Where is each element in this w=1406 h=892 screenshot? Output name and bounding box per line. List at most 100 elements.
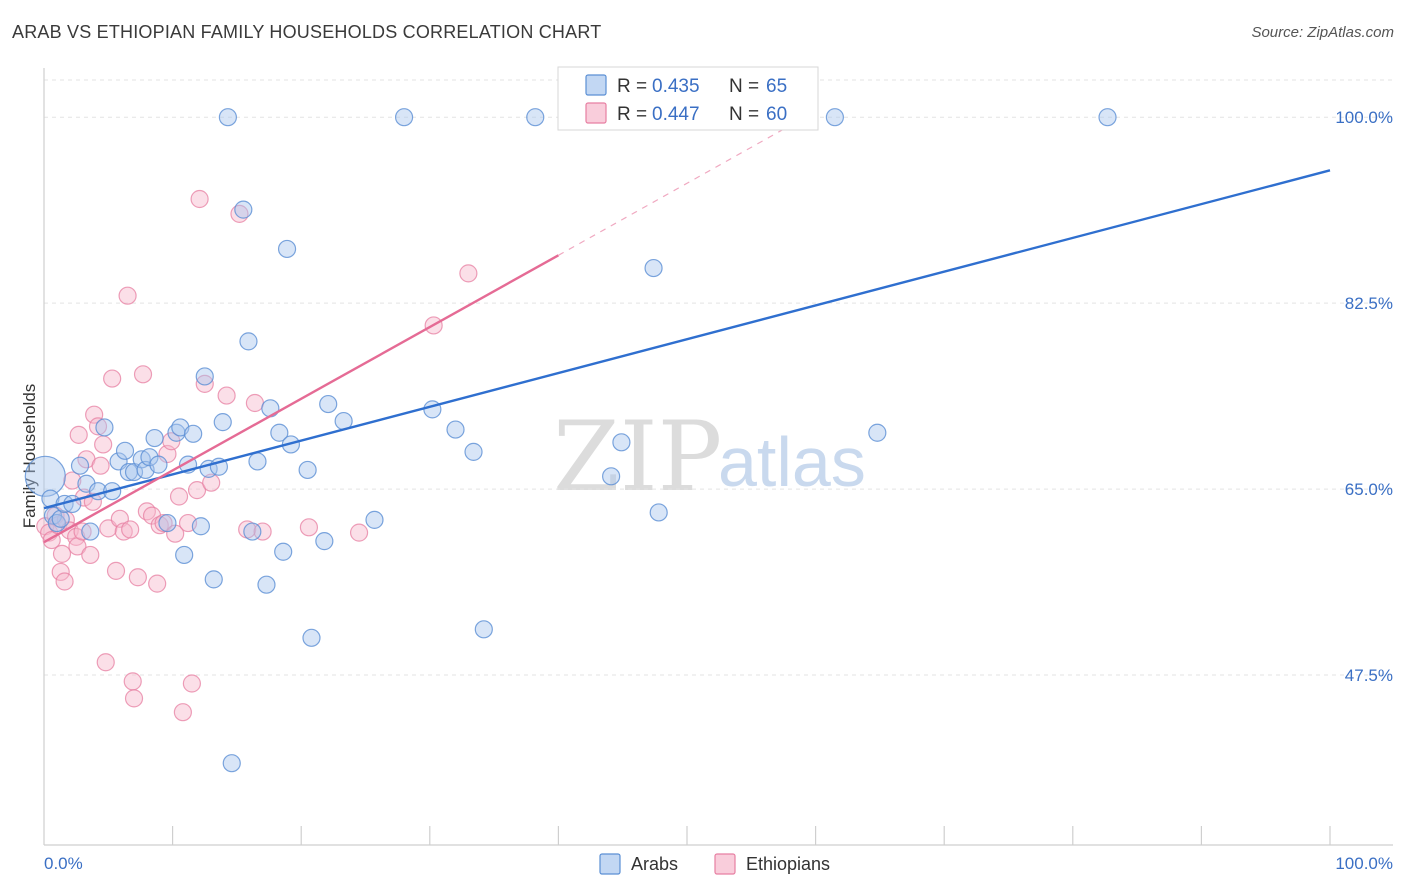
y-tick-label: 100.0% (1335, 108, 1393, 127)
arabs-point (474, 620, 493, 639)
ethiopians-point (124, 689, 144, 708)
arabs-point (446, 420, 465, 439)
arabs-point (222, 754, 241, 773)
legend-n-value-ethiopians: 60 (766, 104, 787, 125)
ethiopians-point (253, 522, 272, 541)
arabs-point (51, 509, 70, 528)
gridlines (44, 79, 1393, 676)
ethiopians-point (195, 374, 214, 393)
watermark-atlas: atlas (718, 423, 866, 501)
ethiopians-point (106, 561, 126, 580)
arabs-point (248, 452, 267, 471)
ethiopians-point (73, 522, 92, 541)
y-axis-title: Family Households (20, 384, 39, 529)
arabs-point (243, 522, 262, 541)
chart-title: ARAB VS ETHIOPIAN FAMILY HOUSEHOLDS CORR… (12, 22, 602, 42)
source-label: Source: ZipAtlas.com (1251, 24, 1394, 41)
ethiopians-point (94, 435, 113, 454)
arabs-point (175, 545, 194, 565)
arabs-point (277, 239, 297, 259)
legend-swatch-ethiopians (585, 102, 607, 124)
ethiopians-point (91, 456, 110, 475)
arabs-point (270, 423, 289, 442)
trend-lines (43, 125, 1331, 544)
legend-swatch-arabs (585, 74, 607, 96)
arabs-point (184, 424, 203, 443)
arabs-point (319, 394, 338, 414)
arabs-point (195, 367, 214, 386)
ethiopians-point (123, 672, 142, 691)
ethiopians-points (36, 189, 478, 722)
legend-n-value-arabs: 65 (766, 76, 787, 97)
watermark-zip: ZIP (553, 401, 722, 513)
arabs-point (24, 455, 66, 497)
watermark: ZIP atlas (553, 401, 866, 513)
arabs-point (95, 418, 114, 437)
ethiopians-point (169, 487, 189, 506)
arabs-point (191, 517, 210, 536)
ethiopians-point (173, 703, 192, 722)
arabs-point (464, 442, 483, 461)
y-tick-label: 47.5% (1345, 666, 1393, 685)
legend-bottom-label-ethiopians: Ethiopians (746, 854, 830, 874)
legend-r-label-ethiopians: R = (617, 104, 647, 125)
ethiopians-point (118, 286, 137, 305)
legend-r-label-arabs: R = (617, 76, 647, 97)
ethiopians-point (202, 473, 221, 492)
arabs-point (526, 108, 545, 127)
x-ticks (172, 826, 1331, 845)
x-tick-label-max: 100.0% (1335, 854, 1393, 873)
ethiopians-point (217, 386, 236, 405)
legend-bottom-label-arabs: Arabs (631, 854, 678, 874)
y-tick-labels: 47.5% 65.0% 82.5% 100.0% (1335, 108, 1393, 685)
ethiopians-point (187, 481, 207, 500)
arabs-point (302, 628, 321, 647)
legend-bottom-swatch-ethiopians (714, 853, 736, 875)
x-tick-label-min: 0.0% (44, 854, 83, 873)
arabs-point (365, 510, 384, 529)
ethiopians-point (299, 518, 319, 537)
legend-bottom-swatch-arabs (599, 853, 621, 875)
legend-n-label-arabs: N = (729, 76, 759, 97)
ethiopians-point (190, 189, 209, 209)
arabs-point (602, 467, 621, 486)
arabs-point (274, 542, 293, 561)
arabs-point (81, 522, 100, 541)
arabs-point (612, 433, 631, 452)
arabs-point (158, 513, 177, 533)
ethiopians-point (51, 562, 70, 582)
ethiopians-point (133, 365, 153, 384)
arabs-point (239, 332, 258, 351)
ethiopians-point (245, 393, 265, 413)
ethiopians-trend-line (43, 254, 559, 544)
arabs-point (257, 575, 276, 594)
legend-r-value-arabs: 0.435 (652, 76, 700, 97)
arabs-point (204, 570, 223, 589)
ethiopians-point (121, 520, 140, 539)
ethiopians-point (148, 574, 167, 593)
ethiopians-point (81, 545, 100, 565)
y-tick-label: 65.0% (1345, 480, 1393, 499)
arabs-point (825, 108, 844, 127)
arabs-point (868, 423, 887, 442)
arabs-point (234, 200, 253, 219)
ethiopians-trend-extension (558, 125, 791, 256)
legend-top: R = 0.435 N = 65 R = 0.447 N = 60 (557, 66, 819, 131)
ethiopians-point (459, 264, 478, 283)
ethiopians-point (69, 425, 88, 444)
ethiopians-point (103, 369, 122, 388)
legend-bottom: Arabs Ethiopians (599, 853, 830, 875)
arabs-point (115, 441, 135, 460)
arabs-point (218, 108, 237, 127)
y-tick-label: 82.5% (1345, 294, 1393, 313)
arabs-point (149, 455, 168, 474)
arabs-point (644, 258, 663, 278)
legend-n-label-ethiopians: N = (729, 104, 759, 125)
arabs-point (394, 108, 414, 127)
ethiopians-point (349, 523, 369, 542)
ethiopians-point (88, 417, 108, 436)
arabs-point (70, 456, 90, 475)
ethiopians-point (63, 471, 82, 490)
ethiopians-point (55, 572, 74, 591)
